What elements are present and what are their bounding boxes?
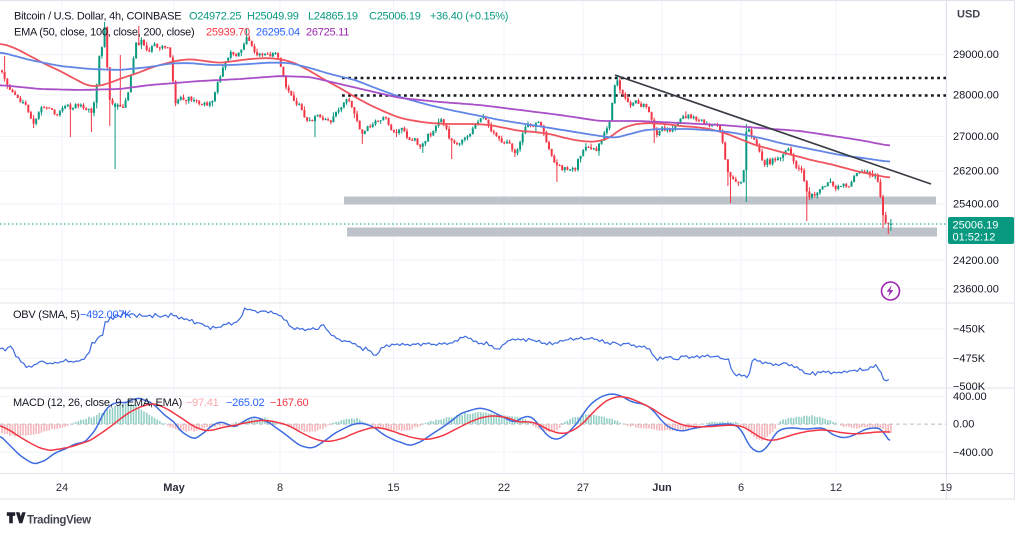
svg-text:−167.60: −167.60 (270, 397, 308, 409)
svg-text:−500K: −500K (953, 381, 986, 393)
svg-text:−492.007K: −492.007K (80, 309, 132, 321)
svg-text:24200.00: 24200.00 (953, 255, 999, 267)
svg-text:L24865.19: L24865.19 (308, 11, 358, 23)
svg-text:24: 24 (56, 482, 68, 494)
svg-text:−97.41: −97.41 (186, 397, 219, 409)
svg-text:28000.00: 28000.00 (953, 90, 999, 102)
svg-text:Bitcoin / U.S. Dollar, 4h, COI: Bitcoin / U.S. Dollar, 4h, COINBASE (14, 11, 181, 23)
svg-text:−475K: −475K (953, 353, 986, 365)
svg-text:May: May (163, 482, 185, 494)
svg-text:H25049.99: H25049.99 (247, 11, 299, 23)
svg-text:0.00: 0.00 (953, 419, 974, 431)
svg-text:19: 19 (940, 482, 952, 494)
svg-text:MACD (12, 26, close, 9, EMA, E: MACD (12, 26, close, 9, EMA, EMA) (13, 397, 182, 409)
svg-text:26725.11: 26725.11 (306, 27, 349, 39)
svg-text:8: 8 (277, 482, 283, 494)
svg-text:−450K: −450K (953, 324, 986, 336)
svg-text:23600.00: 23600.00 (953, 284, 999, 296)
svg-text:−400.00: −400.00 (953, 447, 993, 459)
svg-text:25006.19: 25006.19 (953, 220, 999, 232)
svg-text:27: 27 (577, 482, 589, 494)
svg-text:15: 15 (387, 482, 399, 494)
svg-text:25400.00: 25400.00 (953, 199, 999, 211)
svg-text:C25006.19: C25006.19 (369, 11, 421, 23)
svg-text:+36.40 (+0.15%): +36.40 (+0.15%) (430, 11, 508, 23)
svg-text:26295.04: 26295.04 (256, 27, 300, 39)
svg-text:O24972.25: O24972.25 (189, 11, 241, 23)
svg-text:22: 22 (498, 482, 510, 494)
svg-text:6: 6 (738, 482, 744, 494)
svg-text:25939.70: 25939.70 (206, 27, 250, 39)
svg-text:26200.00: 26200.00 (953, 166, 999, 178)
svg-text:27000.00: 27000.00 (953, 131, 999, 143)
svg-text:USD: USD (957, 9, 980, 21)
svg-text:EMA (50, close, 100, close, 20: EMA (50, close, 100, close, 200, close) (14, 27, 194, 39)
svg-text:400.00: 400.00 (953, 391, 987, 403)
svg-text:−265.02: −265.02 (226, 397, 264, 409)
svg-text:OBV (SMA, 5): OBV (SMA, 5) (13, 309, 80, 321)
svg-text:29000.00: 29000.00 (953, 49, 999, 61)
svg-text:TradingView: TradingView (27, 515, 91, 527)
svg-text:12: 12 (830, 482, 842, 494)
svg-text:Jun: Jun (652, 482, 672, 494)
svg-text:01:52:12: 01:52:12 (953, 232, 996, 244)
